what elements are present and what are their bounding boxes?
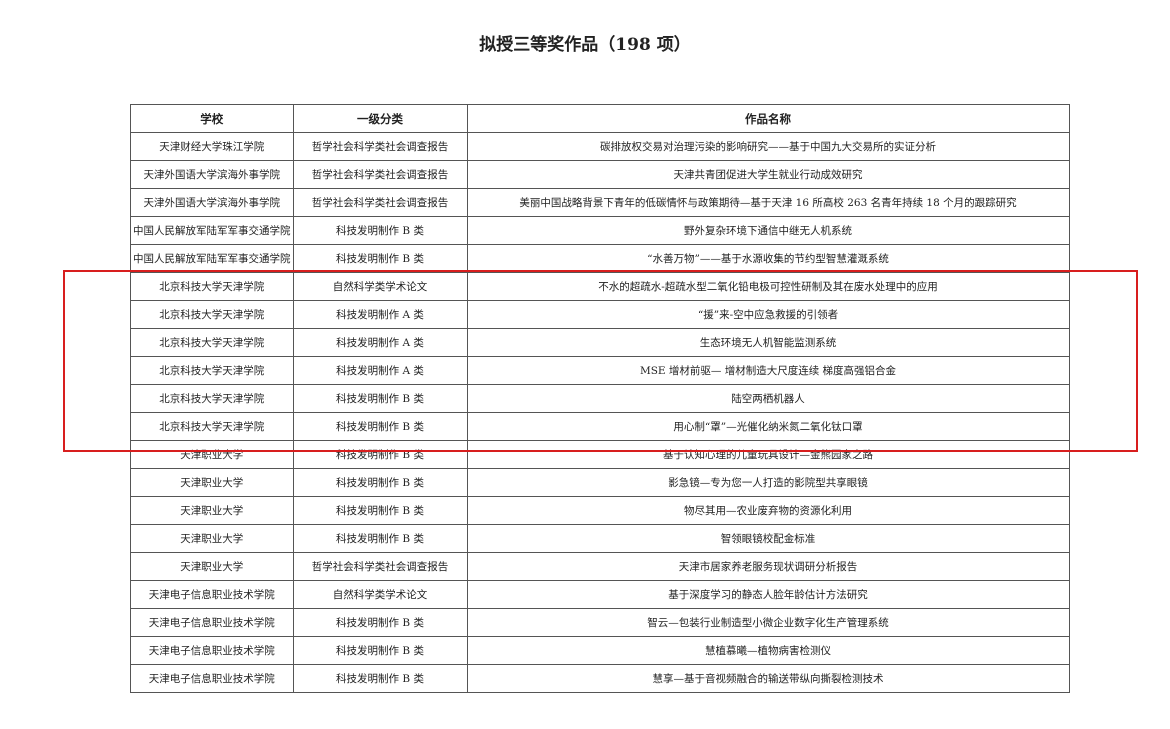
category-cell: 哲学社会科学类社会调查报告 [292,132,468,161]
header-row: 学校 一级分类 作品名称 [130,104,1070,133]
table-row: 北京科技大学天津学院 科技发明制作 A 类生态环境无人机智能监测系统 [130,328,1070,357]
category-cell: 科技发明制作 B 类 [292,496,468,525]
work-title-cell: MSE 增材前驱— 增材制造大尺度连续 梯度高强铝合金 [466,356,1070,385]
school-cell: 天津职业大学 [130,552,294,581]
school-cell: 天津职业大学 [130,468,294,497]
school-cell: 中国人民解放军陆军军事交通学院 [130,216,294,245]
school-cell: 天津财经大学珠江学院 [130,132,294,161]
school-cell: 北京科技大学天津学院 [130,328,294,357]
category-cell: 自然科学类学术论文 [292,272,468,301]
category-cell: 科技发明制作 B 类 [292,524,468,553]
school-cell: 天津职业大学 [130,496,294,525]
school-cell: 北京科技大学天津学院 [130,384,294,413]
school-cell: 北京科技大学天津学院 [130,356,294,385]
table-row: 中国人民解放军陆军军事交通学院 科技发明制作 B 类 “水善万物”——基于水源收集的… [130,244,1070,273]
table-row: 天津职业大学 哲学社会科学类社会调查报告 天津市居家养老服务现状调研分析报告 [130,552,1070,581]
work-title-cell: 智云—包装行业制造型小微企业数字化生产管理系统 [466,608,1070,637]
table-row: 北京科技大学天津学院 科技发明制作 A 类 “援”来-空中应急救援的引领者 [130,300,1070,329]
work-title-cell: 慧享—基于音视频融合的输送带纵向撕裂检测技术 [466,664,1070,693]
school-cell: 天津外国语大学滨海外事学院 [130,160,294,189]
school-cell: 天津电子信息职业技术学院 [130,636,294,665]
table-row: 中国人民解放军陆军军事交通学院 科技发明制作 B 类野外复杂环境下通信中继无人机系… [130,216,1070,245]
category-cell: 科技发明制作 B 类 [292,384,468,413]
category-cell: 哲学社会科学类社会调查报告 [292,188,468,217]
school-cell: 天津电子信息职业技术学院 [130,664,294,693]
work-title-cell: 影急镜—专为您一人打造的影院型共享眼镜 [466,468,1070,497]
category-cell: 科技发明制作 B 类 [292,244,468,273]
work-title-cell: 生态环境无人机智能监测系统 [466,328,1070,357]
school-cell: 天津职业大学 [130,524,294,553]
category-cell: 科技发明制作 A 类 [292,328,468,357]
work-title-cell: “水善万物”——基于水源收集的节约型智慧灌溉系统 [466,244,1070,273]
work-title-cell: “援”来-空中应急救援的引领者 [466,300,1070,329]
table-row: 天津电子信息职业技术学院 科技发明制作 B 类慧植慕曦—植物病害检测仪 [130,636,1070,665]
category-cell: 哲学社会科学类社会调查报告 [292,552,468,581]
category-cell: 科技发明制作 B 类 [292,636,468,665]
work-title-cell: 野外复杂环境下通信中继无人机系统 [466,216,1070,245]
work-title-cell: 天津共青团促进大学生就业行动成效研究 [466,160,1070,189]
school-cell: 天津电子信息职业技术学院 [130,608,294,637]
table-row: 天津职业大学 科技发明制作 B 类物尽其用—农业废弃物的资源化利用 [130,496,1070,525]
column-header: 作品名称 [466,104,1070,133]
work-title-cell: 不水的超疏水-超疏水型二氧化铅电极可控性研制及其在废水处理中的应用 [466,272,1070,301]
table-body: 天津财经大学珠江学院 哲学社会科学类社会调查报告 碳排放权交易对治理污染的影响研究—… [130,132,1070,693]
school-cell: 天津电子信息职业技术学院 [130,580,294,609]
work-title-cell: 智领眼镜校配金标准 [466,524,1070,553]
work-title-cell: 天津市居家养老服务现状调研分析报告 [466,552,1070,581]
column-header: 学校 [130,104,294,133]
table-row: 北京科技大学天津学院 科技发明制作 B 类陆空两栖机器人 [130,384,1070,413]
table-row: 天津财经大学珠江学院 哲学社会科学类社会调查报告 碳排放权交易对治理污染的影响研究—… [130,132,1070,161]
work-title-cell: 基于深度学习的静态人脸年龄估计方法研究 [466,580,1070,609]
work-title-cell: 陆空两栖机器人 [466,384,1070,413]
page-title: 拟授三等奖作品（198 项） [479,35,691,55]
category-cell: 科技发明制作 B 类 [292,664,468,693]
table-row: 天津职业大学 科技发明制作 B 类智领眼镜校配金标准 [130,524,1070,553]
category-cell: 科技发明制作 B 类 [292,216,468,245]
table-row: 北京科技大学天津学院 科技发明制作 A 类 MSE 增材前驱— 增材制造大尺度连续 … [130,356,1070,385]
table-row: 天津电子信息职业技术学院 科技发明制作 B 类慧享—基于音视频融合的输送带纵向撕裂… [130,664,1070,693]
category-cell: 哲学社会科学类社会调查报告 [292,160,468,189]
table-row: 天津职业大学 科技发明制作 B 类影急镜—专为您一人打造的影院型共享眼镜 [130,468,1070,497]
work-title-cell: 基于认知心理的儿童玩具设计—金熊园家之路 [466,440,1070,469]
table-row: 天津外国语大学滨海外事学院 哲学社会科学类社会调查报告 美丽中国战略背景下青年的低碳… [130,188,1070,217]
table-row: 天津外国语大学滨海外事学院 哲学社会科学类社会调查报告 天津共青团促进大学生就业行动… [130,160,1070,189]
work-title-cell: 物尽其用—农业废弃物的资源化利用 [466,496,1070,525]
category-cell: 科技发明制作 B 类 [292,608,468,637]
category-cell: 科技发明制作 B 类 [292,468,468,497]
table-row: 天津电子信息职业技术学院 自然科学类学术论文 基于深度学习的静态人脸年龄估计方法研究 [130,580,1070,609]
table-row: 天津电子信息职业技术学院 科技发明制作 B 类智云—包装行业制造型小微企业数字化生… [130,608,1070,637]
work-title-cell: 美丽中国战略背景下青年的低碳情怀与政策期待—基于天津 16 所高校 263 名青… [466,188,1070,217]
school-cell: 中国人民解放军陆军军事交通学院 [130,244,294,273]
work-title-cell: 碳排放权交易对治理污染的影响研究——基于中国九大交易所的实证分析 [466,132,1070,161]
table-row: 北京科技大学天津学院 自然科学类学术论文 不水的超疏水-超疏水型二氧化铅电极可控性研… [130,272,1070,301]
highlight-box [63,270,1138,452]
category-cell: 科技发明制作 B 类 [292,440,468,469]
awards-table: 学校 一级分类 作品名称 天津财经大学珠江学院 哲学社会科学类社会调查报告 碳排放权… [130,104,1070,693]
work-title-cell: 用心制“罩”—光催化纳米氮二氧化钛口罩 [466,412,1070,441]
column-header: 一级分类 [292,104,468,133]
school-cell: 天津外国语大学滨海外事学院 [130,188,294,217]
category-cell: 自然科学类学术论文 [292,580,468,609]
work-title-cell: 慧植慕曦—植物病害检测仪 [466,636,1070,665]
